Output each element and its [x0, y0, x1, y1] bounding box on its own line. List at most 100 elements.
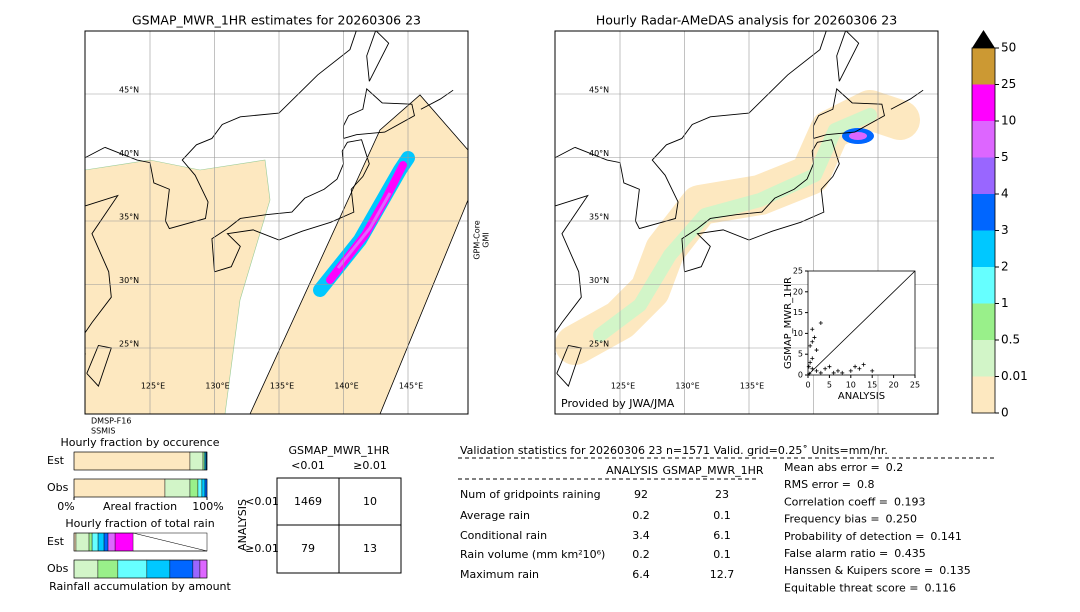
map-0 [85, 31, 468, 414]
colorbar-label: 2 [1001, 260, 1009, 274]
x-tick-label: 0% [57, 500, 74, 513]
scatter-point [814, 368, 819, 373]
stat-value: 6.4 [632, 568, 650, 581]
scatter-point [827, 364, 832, 369]
score-label: Equitable threat score = [784, 581, 918, 594]
bar-segment [204, 478, 208, 498]
wedge-line [132, 532, 208, 552]
stat-value: 0.1 [713, 548, 731, 561]
table-cell: 79 [301, 542, 315, 555]
coastline [343, 88, 415, 139]
scatter-point [812, 335, 817, 340]
rain-band [336, 192, 392, 269]
colorbar-segment [972, 340, 995, 377]
score-value: 0.193 [894, 495, 926, 508]
colorbar-label: 4 [1001, 187, 1009, 201]
side-note: GPM-Core [473, 220, 482, 259]
bar-segment [146, 559, 171, 579]
colorbar-label: 1 [1001, 296, 1009, 310]
score-value: 0.8 [857, 478, 875, 491]
bar-segment [97, 559, 119, 579]
scatter-point [870, 368, 875, 373]
score-value: 0.250 [886, 513, 918, 526]
stat-label: Rain volume (mm km²10⁶) [460, 548, 605, 561]
score-value: 0.135 [939, 564, 971, 577]
score: Equitable threat score = 0.116 [784, 581, 956, 594]
scatter-point [823, 366, 828, 371]
lat-label: 30°N [119, 276, 139, 285]
chart-title: Hourly fraction by occurence [61, 436, 220, 449]
table-cell: 1469 [294, 495, 322, 508]
bar-segment [73, 478, 166, 498]
score: Correlation coeff = 0.193 [784, 495, 926, 508]
bar-segment [164, 478, 191, 498]
coastline [836, 31, 860, 82]
scatter-point [808, 343, 813, 348]
table-cell: 13 [363, 542, 377, 555]
lat-label: 35°N [119, 213, 139, 222]
lon-label: 130°E [205, 382, 229, 391]
lat-label: 45°N [589, 86, 609, 95]
lon-label: 145°E [399, 382, 423, 391]
scatter-point [806, 364, 811, 369]
colorbar-segment [972, 157, 995, 194]
side-note: GMI [482, 232, 491, 247]
satellite-note: SSMIS [91, 427, 116, 436]
stat-value: 6.1 [713, 529, 731, 542]
scatter-point [810, 356, 815, 361]
category-label: Est [47, 454, 65, 467]
row-title: ANALYSIS [236, 499, 249, 551]
bar-segment [75, 532, 90, 552]
y-tick-label: 15 [793, 308, 803, 317]
category-label: Obs [47, 481, 69, 494]
stat-label: Maximum rain [460, 568, 539, 581]
colorbar-label: 5 [1001, 150, 1009, 164]
column-label: <0.01 [291, 459, 325, 472]
colorbar-label: 0.5 [1001, 333, 1020, 347]
chart-title: Hourly fraction of total rain [65, 517, 214, 530]
colorbar-segment [972, 48, 995, 85]
colorbar-label: 25 [1001, 77, 1016, 91]
lon-label: 135°E [740, 382, 764, 391]
stat-value: 23 [715, 488, 729, 501]
score-value: 0.116 [924, 581, 956, 594]
x-tick-label: 25 [910, 381, 920, 390]
x-tick-label: 10 [846, 381, 856, 390]
colorbar-label: 3 [1001, 223, 1009, 237]
score: False alarm ratio = 0.435 [784, 547, 926, 560]
lat-label: 45°N [119, 86, 139, 95]
lat-label: 25°N [589, 340, 609, 349]
x-axis-label: ANALYSIS [838, 391, 885, 402]
scatter-point [807, 371, 812, 376]
colorbar-segment [972, 121, 995, 158]
bar-frame [73, 559, 208, 579]
category-label: Obs [47, 562, 69, 575]
score-label: Mean abs error = [784, 461, 880, 474]
score: RMS error = 0.8 [784, 478, 874, 491]
scatter-point [840, 370, 845, 375]
coastline [420, 89, 454, 110]
scatter-point [818, 321, 823, 325]
column-label: ≥0.01 [353, 459, 387, 472]
stat-value: 0.2 [632, 509, 650, 522]
y-tick-label: 20 [793, 287, 803, 296]
y-tick-label: 5 [798, 350, 803, 359]
credit: Provided by JWA/JMA [561, 397, 675, 410]
y-tick-label: 25 [793, 267, 803, 276]
bar-segment [97, 532, 105, 552]
stat-value: 0.1 [713, 509, 731, 522]
scatter-point [810, 327, 815, 332]
scatter-point [848, 368, 853, 373]
bar-frame [73, 478, 208, 498]
bar-segment [201, 478, 206, 498]
bar-segment [73, 532, 77, 552]
lon-label: 125°E [141, 382, 165, 391]
category-label: Est [47, 535, 65, 548]
scatter-point [857, 366, 862, 371]
map-title: Hourly Radar-AMeDAS analysis for 2026030… [596, 13, 897, 28]
bar-segment [117, 559, 148, 579]
row-label: ≥0.01 [245, 542, 279, 555]
colorbar-label: 10 [1001, 114, 1016, 128]
x-tick-label: 20 [889, 381, 899, 390]
